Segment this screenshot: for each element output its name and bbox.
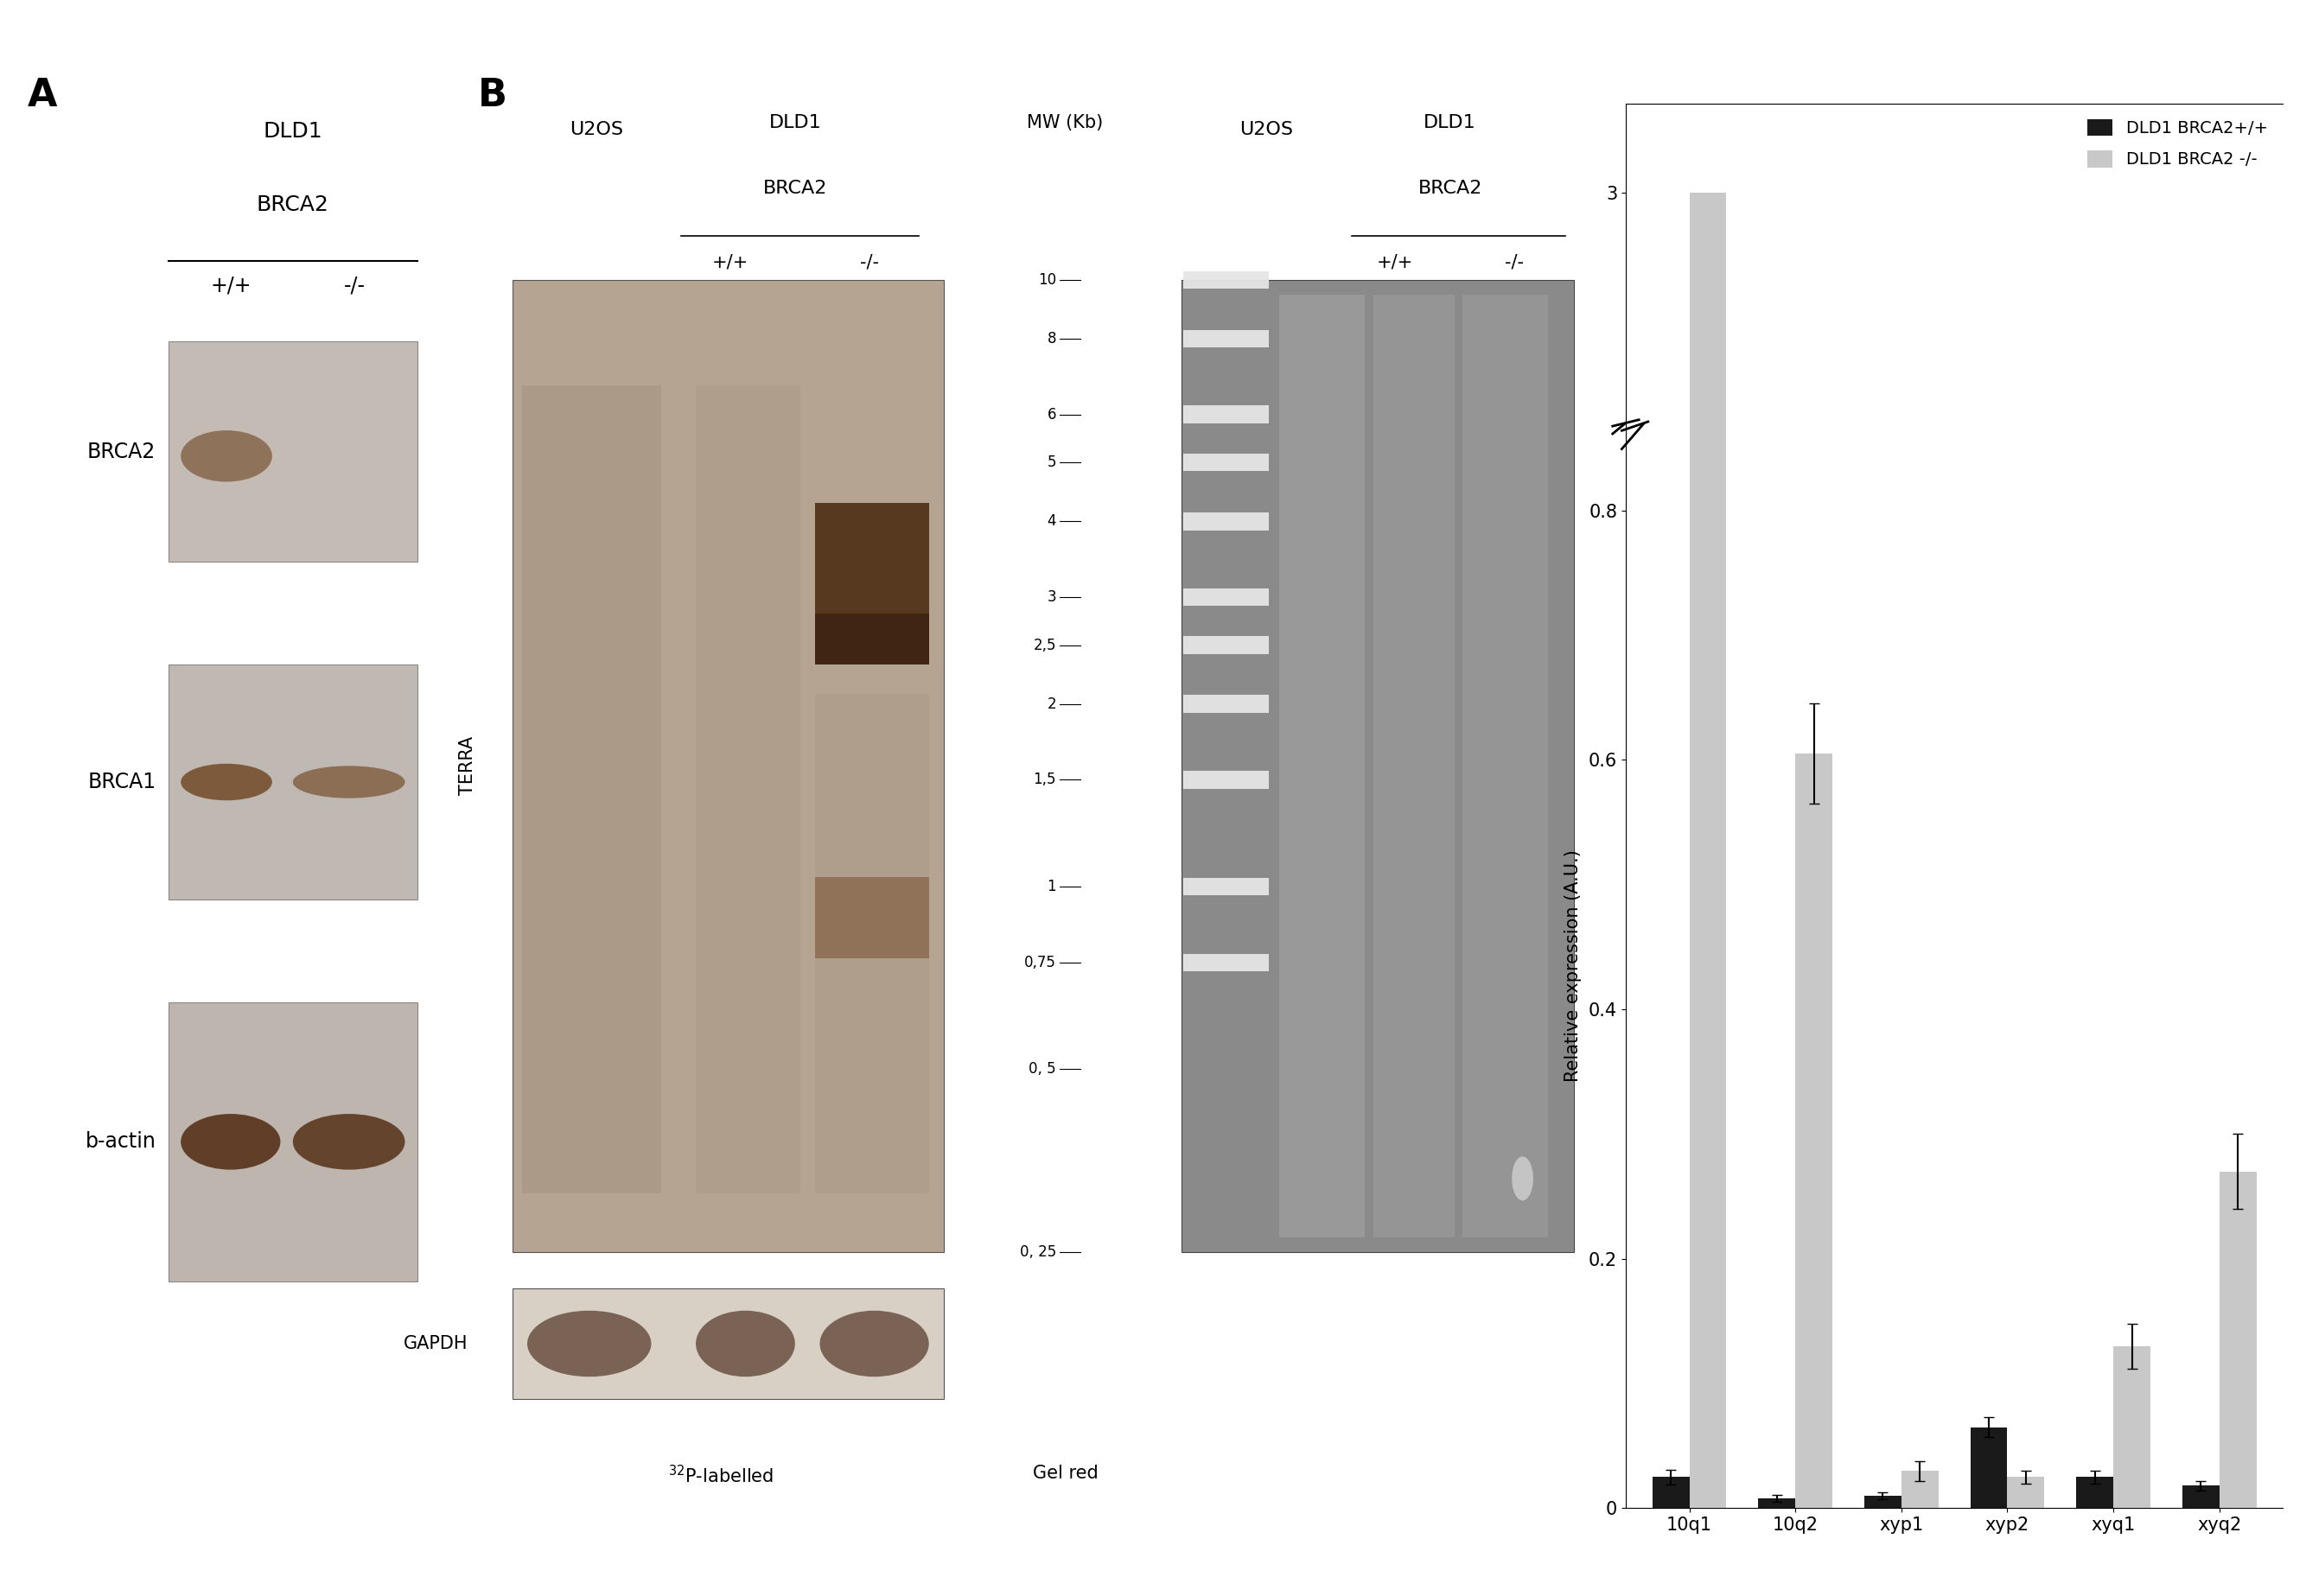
Ellipse shape [1513,1157,1533,1200]
Text: -/-: -/- [344,276,367,297]
Text: b-actin: b-actin [85,1132,157,1152]
Text: A: A [28,77,58,115]
Text: 1: 1 [1047,879,1056,894]
Text: 8: 8 [1047,330,1056,346]
FancyBboxPatch shape [168,1002,417,1282]
Ellipse shape [696,1310,796,1377]
Bar [1690,423,1727,1508]
Text: MW (Kb): MW (Kb) [1026,113,1105,131]
Bar [1757,1499,1796,1508]
Bar [2112,1345,2151,1508]
Text: TERRA: TERRA [459,736,477,795]
FancyBboxPatch shape [1183,330,1268,348]
Bar [2181,1486,2218,1508]
FancyBboxPatch shape [521,386,662,1194]
Text: 6: 6 [1047,407,1056,423]
FancyBboxPatch shape [1183,512,1268,530]
FancyBboxPatch shape [1183,405,1268,423]
Text: +/+: +/+ [1377,254,1414,271]
Bar [1651,1476,1690,1508]
Text: U2OS: U2OS [1241,121,1294,139]
Text: +/+: +/+ [713,254,749,271]
Legend: DLD1 BRCA2+/+, DLD1 BRCA2 -/-: DLD1 BRCA2+/+, DLD1 BRCA2 -/- [2080,112,2274,174]
Ellipse shape [293,1114,406,1170]
Text: GAPDH: GAPDH [404,1334,468,1352]
Y-axis label: Relative expression (A.U.): Relative expression (A.U.) [1563,849,1582,1082]
Bar [2006,1476,2045,1508]
FancyBboxPatch shape [1280,295,1365,1237]
Bar [1690,193,1727,423]
Bar [2075,1476,2112,1508]
Ellipse shape [293,766,406,798]
FancyBboxPatch shape [1181,279,1573,1251]
Text: BRCA1: BRCA1 [88,772,157,792]
Bar [1796,753,1833,1508]
FancyBboxPatch shape [168,342,417,562]
Bar [1902,1472,1939,1508]
FancyBboxPatch shape [1372,295,1455,1237]
FancyBboxPatch shape [814,613,929,664]
Text: Gel red: Gel red [1033,1465,1098,1483]
FancyBboxPatch shape [696,386,800,1194]
Text: $^{32}$P-labelled: $^{32}$P-labelled [669,1465,773,1486]
FancyBboxPatch shape [814,503,929,664]
Text: 0,75: 0,75 [1024,954,1056,970]
Text: BRCA2: BRCA2 [763,180,828,198]
FancyBboxPatch shape [1183,271,1268,289]
Bar [1863,1495,1902,1508]
Text: DLD1: DLD1 [263,121,323,142]
Text: +/+: +/+ [210,276,251,297]
Text: BRCA2: BRCA2 [88,442,157,461]
FancyBboxPatch shape [814,878,929,958]
Text: BRCA2: BRCA2 [1418,180,1483,198]
Text: 1,5: 1,5 [1033,772,1056,787]
FancyBboxPatch shape [512,1288,943,1398]
FancyBboxPatch shape [512,279,943,1251]
Ellipse shape [821,1310,929,1377]
Text: 2: 2 [1047,696,1056,712]
Text: U2OS: U2OS [570,121,623,139]
Text: 5: 5 [1047,455,1056,471]
Bar [2218,1171,2258,1508]
FancyBboxPatch shape [1183,637,1268,654]
Text: B: B [477,77,507,115]
Text: 4: 4 [1047,514,1056,530]
Text: 3: 3 [1047,589,1056,605]
Text: 2,5: 2,5 [1033,637,1056,653]
Ellipse shape [180,1114,281,1170]
Text: DLD1: DLD1 [1423,113,1476,131]
FancyBboxPatch shape [814,694,929,1194]
Text: -/-: -/- [860,254,879,271]
Text: -/-: -/- [1504,254,1524,271]
Text: BRCA2: BRCA2 [256,195,330,215]
Text: 0, 25: 0, 25 [1019,1245,1056,1259]
Ellipse shape [180,431,272,482]
FancyBboxPatch shape [1183,589,1268,606]
Bar [1969,1427,2006,1508]
FancyBboxPatch shape [168,664,417,900]
Text: 0, 5: 0, 5 [1028,1061,1056,1077]
FancyBboxPatch shape [1183,771,1268,788]
Ellipse shape [528,1310,650,1377]
FancyBboxPatch shape [1183,953,1268,972]
FancyBboxPatch shape [1183,696,1268,713]
Text: 10: 10 [1038,271,1056,287]
FancyBboxPatch shape [1183,878,1268,895]
FancyBboxPatch shape [1462,295,1547,1237]
FancyBboxPatch shape [1183,453,1268,471]
Ellipse shape [180,763,272,800]
Text: DLD1: DLD1 [768,113,821,131]
